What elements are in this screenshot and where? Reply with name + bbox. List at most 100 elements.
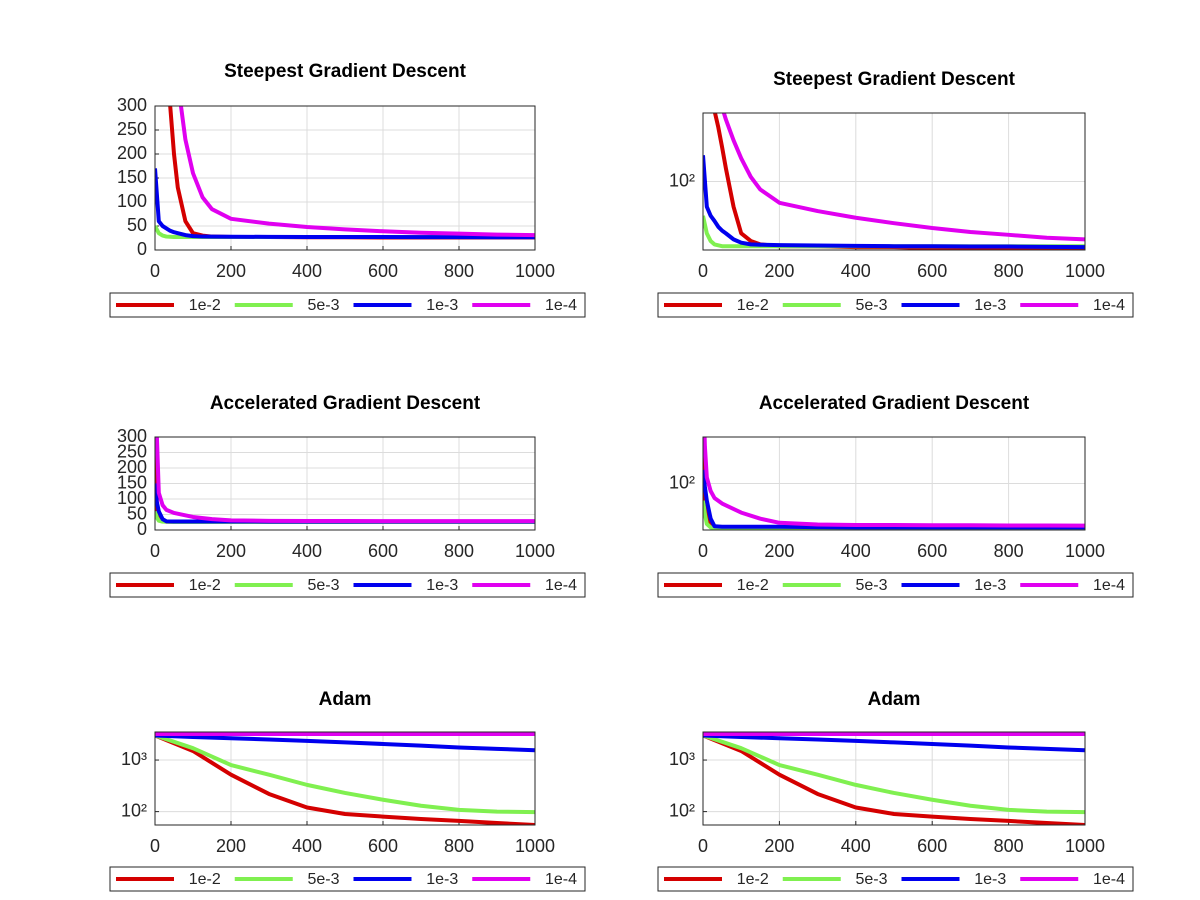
series-line [155,437,535,524]
x-tick-label: 200 [764,541,794,561]
legend: 1e-2 5e-3 1e-3 1e-4 [657,866,1134,892]
y-tick-label: 150 [117,167,147,187]
legend-label: 5e-3 [855,871,887,888]
series-line [721,113,1085,242]
legend: 1e-2 5e-3 1e-3 1e-4 [109,866,586,892]
series-line [155,733,535,753]
legend-label: 1e-2 [737,871,769,888]
legend: 1e-2 5e-3 1e-3 1e-4 [109,572,586,598]
x-tick-label: 200 [764,836,794,856]
legend-label: 1e-4 [1093,871,1125,888]
series-group [155,437,535,524]
x-tick-label: 1000 [1065,541,1105,561]
x-tick-label: 400 [292,261,322,281]
x-tick-label: 400 [292,836,322,856]
y-tick-label: 100 [117,488,147,508]
axes-box [154,436,536,531]
x-tick-label: 0 [150,836,160,856]
chart-title: Accelerated Gradient Descent [759,393,1030,414]
subplot: 0 200 400 600 800 1000 10² Accelerated Gradient… [657,393,1134,598]
legend-label: 1e-4 [1093,577,1125,594]
legend-label: 5e-3 [307,577,339,594]
y-tick-label: 200 [117,143,147,163]
series-line [155,168,535,240]
x-tick-label: 600 [368,541,398,561]
legend: 1e-2 5e-3 1e-3 1e-4 [109,292,586,318]
chart-title: Steepest Gradient Descent [773,69,1015,90]
x-tick-label: 200 [764,261,794,281]
x-tick-label: 600 [917,541,947,561]
series-line [155,733,535,815]
x-tick-label: 0 [150,541,160,561]
chart-title: Steepest Gradient Descent [224,61,466,82]
x-tick-label: 1000 [515,836,555,856]
series-line [178,106,535,238]
legend-label: 1e-4 [545,871,577,888]
x-tick-label: 0 [698,261,708,281]
x-tick-label: 1000 [1065,261,1105,281]
x-tick-label: 800 [444,541,474,561]
legend-label: 5e-3 [307,297,339,314]
series-group [703,113,1085,250]
legend-label: 1e-2 [189,297,221,314]
legend-label: 1e-3 [974,297,1006,314]
axes-box [154,105,536,251]
x-tick-label: 600 [917,261,947,281]
series-line [703,733,1085,753]
x-tick-label: 400 [292,541,322,561]
legend-label: 1e-4 [1093,297,1125,314]
legend: 1e-2 5e-3 1e-3 1e-4 [657,292,1134,318]
y-tick-label: 300 [117,95,147,115]
y-tick-label: 150 [117,472,147,492]
axes-box [702,112,1086,251]
legend-label: 1e-3 [426,871,458,888]
y-tick-label: 10² [121,800,147,820]
x-tick-label: 1000 [515,541,555,561]
series-group [703,437,1085,530]
chart-title: Adam [868,689,921,710]
legend-label: 1e-3 [426,297,458,314]
legend-label: 1e-2 [737,577,769,594]
y-tick-label: 10³ [121,749,147,769]
x-tick-label: 0 [150,261,160,281]
subplot: 0 200 400 600 800 1000 10² Steepest Gradient De… [657,69,1134,318]
x-tick-label: 200 [216,836,246,856]
x-tick-label: 600 [368,836,398,856]
y-tick-label: 100 [117,191,147,211]
x-tick-label: 400 [841,836,871,856]
x-tick-label: 400 [841,541,871,561]
legend-box [109,866,586,892]
x-tick-label: 200 [216,261,246,281]
series-line [155,733,535,825]
axes-box [702,436,1086,531]
x-tick-label: 1000 [1065,836,1105,856]
series-group [703,732,1085,825]
y-tick-label: 10³ [669,749,695,769]
legend-label: 5e-3 [855,297,887,314]
subplot: 0 200 400 600 800 1000050100150200250300Accel… [109,393,586,598]
legend-label: 5e-3 [307,871,339,888]
series-group [155,732,535,825]
y-tick-label: 50 [127,503,147,523]
subplot: 0 200 400 600 800 1000 0 50 100 150 200 250 300 Steep… [109,61,586,318]
chart-title: Accelerated Gradient Descent [210,393,481,414]
x-tick-label: 800 [444,261,474,281]
legend: 1e-2 5e-3 1e-3 1e-4 [657,572,1134,598]
legend-label: 1e-3 [974,871,1006,888]
x-tick-label: 800 [444,836,474,856]
series-line [703,437,1085,528]
x-tick-label: 200 [216,541,246,561]
series-line [703,733,1085,825]
x-tick-label: 800 [994,836,1024,856]
x-tick-label: 0 [698,836,708,856]
series-line [703,469,1085,530]
legend-label: 5e-3 [855,577,887,594]
axes-box [702,731,1086,826]
series-group [155,106,535,240]
axes-box [154,731,536,826]
series-line [703,733,1085,815]
legend-label: 1e-3 [426,577,458,594]
